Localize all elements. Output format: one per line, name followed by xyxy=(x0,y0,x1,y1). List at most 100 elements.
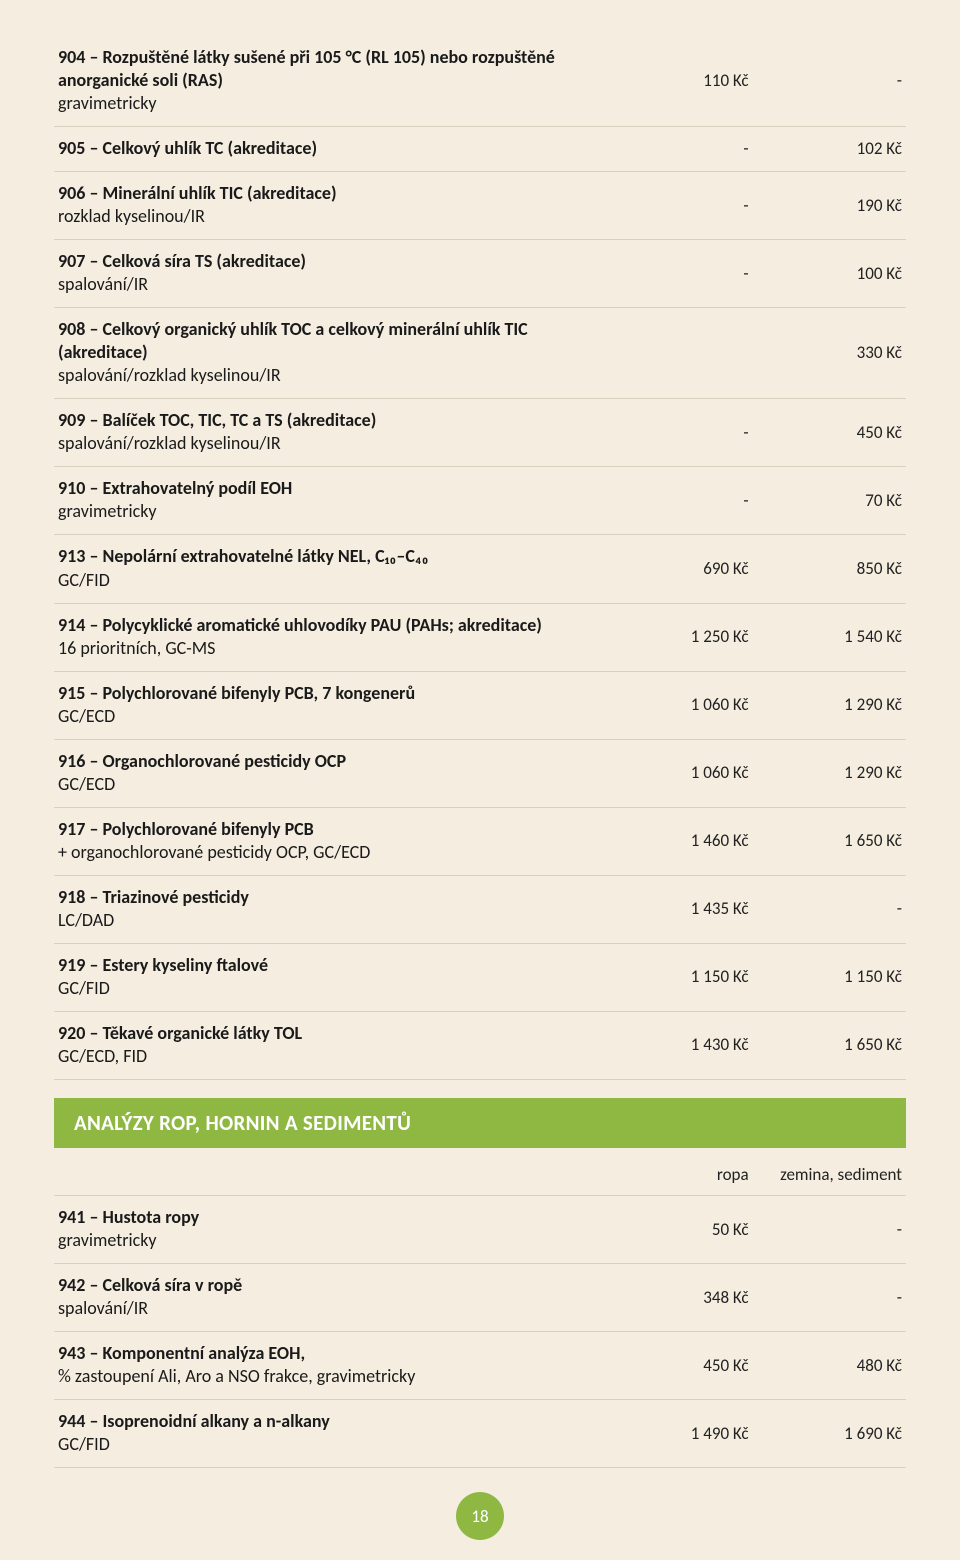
row-value-2: 70 Kč xyxy=(753,467,906,535)
row-value-2: 102 Kč xyxy=(753,127,906,172)
row-title: 942 – Celková síra v ropě xyxy=(58,1274,595,1297)
row-value-2: - xyxy=(753,36,906,127)
price-table-1: 904 – Rozpuštěné látky sušené při 105 °C… xyxy=(54,36,906,1080)
row-description: 907 – Celková síra TS (akreditace)spalov… xyxy=(54,240,599,308)
table-row: 918 – Triazinové pesticidyLC/DAD1 435 Kč… xyxy=(54,875,906,943)
row-subtitle: spalování/rozklad kyselinou/IR xyxy=(58,432,595,455)
row-subtitle: gravimetricky xyxy=(58,500,595,523)
row-value-1: 348 Kč xyxy=(599,1264,752,1332)
row-description: 913 – Nepolární extrahovatelné látky NEL… xyxy=(54,535,599,603)
row-subtitle: GC/FID xyxy=(58,569,595,592)
table-row: 916 – Organochlorované pesticidy OCPGC/E… xyxy=(54,739,906,807)
row-description: 916 – Organochlorované pesticidy OCPGC/E… xyxy=(54,739,599,807)
row-description: 906 – Minerální uhlík TIC (akreditace)ro… xyxy=(54,172,599,240)
row-value-2: 1 290 Kč xyxy=(753,671,906,739)
row-value-1: - xyxy=(599,172,752,240)
row-value-2: 190 Kč xyxy=(753,172,906,240)
row-value-1: 50 Kč xyxy=(599,1195,752,1263)
table-row: 905 – Celkový uhlík TC (akreditace)-102 … xyxy=(54,127,906,172)
row-title: 919 – Estery kyseliny ftalové xyxy=(58,954,595,977)
table2-header-row: ropa zemina, sediment xyxy=(54,1148,906,1196)
table-row: 913 – Nepolární extrahovatelné látky NEL… xyxy=(54,535,906,603)
row-title: 944 – Isoprenoidní alkany a n-alkany xyxy=(58,1410,595,1433)
table-row: 917 – Polychlorované bifenyly PCB+ organ… xyxy=(54,807,906,875)
row-subtitle: GC/ECD xyxy=(58,705,595,728)
row-value-2: 480 Kč xyxy=(753,1332,906,1400)
row-value-1: 1 150 Kč xyxy=(599,943,752,1011)
row-value-2: 1 690 Kč xyxy=(753,1400,906,1468)
row-subtitle: 16 prioritních, GC-MS xyxy=(58,637,595,660)
row-value-2: 1 650 Kč xyxy=(753,1011,906,1079)
page-container: 904 – Rozpuštěné látky sušené při 105 °C… xyxy=(0,0,960,1560)
row-subtitle: spalování/IR xyxy=(58,273,595,296)
table-row: 942 – Celková síra v ropěspalování/IR348… xyxy=(54,1264,906,1332)
row-title: 908 – Celkový organický uhlík TOC a celk… xyxy=(58,318,595,364)
row-description: 910 – Extrahovatelný podíl EOHgravimetri… xyxy=(54,467,599,535)
table-row: 941 – Hustota ropygravimetricky50 Kč- xyxy=(54,1195,906,1263)
row-description: 920 – Těkavé organické látky TOLGC/ECD, … xyxy=(54,1011,599,1079)
row-description: 917 – Polychlorované bifenyly PCB+ organ… xyxy=(54,807,599,875)
row-description: 904 – Rozpuštěné látky sušené při 105 °C… xyxy=(54,36,599,127)
row-subtitle: LC/DAD xyxy=(58,909,595,932)
table-row: 909 – Balíček TOC, TIC, TC a TS (akredit… xyxy=(54,399,906,467)
table-row: 908 – Celkový organický uhlík TOC a celk… xyxy=(54,308,906,399)
row-value-2: 850 Kč xyxy=(753,535,906,603)
row-subtitle: rozklad kyselinou/IR xyxy=(58,205,595,228)
row-subtitle: gravimetricky xyxy=(58,92,595,115)
row-value-2: - xyxy=(753,875,906,943)
row-value-1: 1 060 Kč xyxy=(599,739,752,807)
page-number: 18 xyxy=(471,1506,488,1527)
table-row: 910 – Extrahovatelný podíl EOHgravimetri… xyxy=(54,467,906,535)
row-subtitle: + organochlorované pesticidy OCP, GC/ECD xyxy=(58,841,595,864)
price-table-2: ropa zemina, sediment 941 – Hustota ropy… xyxy=(54,1148,906,1468)
row-description: 915 – Polychlorované bifenyly PCB, 7 kon… xyxy=(54,671,599,739)
row-value-1: 110 Kč xyxy=(599,36,752,127)
row-description: 909 – Balíček TOC, TIC, TC a TS (akredit… xyxy=(54,399,599,467)
table-row: 943 – Komponentní analýza EOH,% zastoupe… xyxy=(54,1332,906,1400)
row-description: 944 – Isoprenoidní alkany a n-alkanyGC/F… xyxy=(54,1400,599,1468)
row-title: 918 – Triazinové pesticidy xyxy=(58,886,595,909)
row-title: 906 – Minerální uhlík TIC (akreditace) xyxy=(58,182,595,205)
table-row: 906 – Minerální uhlík TIC (akreditace)ro… xyxy=(54,172,906,240)
table2-header-col2: zemina, sediment xyxy=(753,1148,906,1196)
row-value-2: 100 Kč xyxy=(753,240,906,308)
row-value-2: 450 Kč xyxy=(753,399,906,467)
row-value-2: 1 150 Kč xyxy=(753,943,906,1011)
row-description: 943 – Komponentní analýza EOH,% zastoupe… xyxy=(54,1332,599,1400)
row-description: 908 – Celkový organický uhlík TOC a celk… xyxy=(54,308,599,399)
row-title: 943 – Komponentní analýza EOH, xyxy=(58,1342,595,1365)
table-row: 904 – Rozpuštěné látky sušené při 105 °C… xyxy=(54,36,906,127)
row-title: 917 – Polychlorované bifenyly PCB xyxy=(58,818,595,841)
table-row: 915 – Polychlorované bifenyly PCB, 7 kon… xyxy=(54,671,906,739)
table-row: 914 – Polycyklické aromatické uhlovodíky… xyxy=(54,603,906,671)
row-description: 914 – Polycyklické aromatické uhlovodíky… xyxy=(54,603,599,671)
row-title: 941 – Hustota ropy xyxy=(58,1206,595,1229)
row-value-2: 1 290 Kč xyxy=(753,739,906,807)
table-row: 944 – Isoprenoidní alkany a n-alkanyGC/F… xyxy=(54,1400,906,1468)
row-value-1: 450 Kč xyxy=(599,1332,752,1400)
row-value-2: 1 650 Kč xyxy=(753,807,906,875)
row-title: 905 – Celkový uhlík TC (akreditace) xyxy=(58,137,595,160)
row-title: 910 – Extrahovatelný podíl EOH xyxy=(58,477,595,500)
row-value-1: 1 435 Kč xyxy=(599,875,752,943)
page-number-badge: 18 xyxy=(456,1492,504,1540)
row-value-1: 1 460 Kč xyxy=(599,807,752,875)
row-value-1: 690 Kč xyxy=(599,535,752,603)
row-description: 905 – Celkový uhlík TC (akreditace) xyxy=(54,127,599,172)
row-subtitle: GC/ECD xyxy=(58,773,595,796)
row-value-1: - xyxy=(599,467,752,535)
row-description: 919 – Estery kyseliny ftalovéGC/FID xyxy=(54,943,599,1011)
row-value-2: - xyxy=(753,1195,906,1263)
row-description: 918 – Triazinové pesticidyLC/DAD xyxy=(54,875,599,943)
row-description: 941 – Hustota ropygravimetricky xyxy=(54,1195,599,1263)
row-title: 915 – Polychlorované bifenyly PCB, 7 kon… xyxy=(58,682,595,705)
row-subtitle: GC/ECD, FID xyxy=(58,1045,595,1068)
row-value-1: 1 490 Kč xyxy=(599,1400,752,1468)
row-value-1: - xyxy=(599,240,752,308)
row-subtitle: gravimetricky xyxy=(58,1229,595,1252)
row-value-1: - xyxy=(599,127,752,172)
row-title: 904 – Rozpuštěné látky sušené při 105 °C… xyxy=(58,46,595,92)
row-description: 942 – Celková síra v ropěspalování/IR xyxy=(54,1264,599,1332)
row-title: 913 – Nepolární extrahovatelné látky NEL… xyxy=(58,545,595,568)
row-value-1: - xyxy=(599,399,752,467)
